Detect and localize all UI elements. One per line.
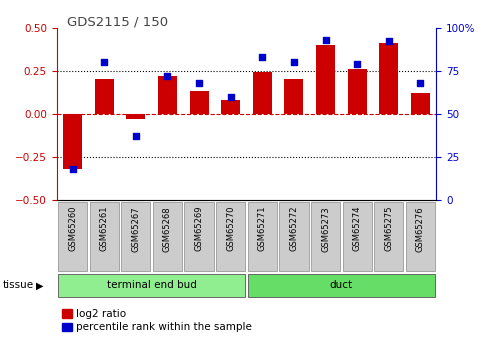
Point	[353, 61, 361, 67]
Bar	[406, 201, 435, 271]
Point	[258, 54, 266, 60]
Bar	[411, 93, 430, 114]
Bar	[95, 79, 113, 114]
Bar	[280, 201, 309, 271]
Text: GSM65267: GSM65267	[131, 206, 141, 252]
Text: GSM65275: GSM65275	[385, 206, 393, 252]
Bar	[343, 201, 372, 271]
Bar	[126, 114, 145, 119]
Point	[100, 59, 108, 65]
Bar	[189, 91, 209, 114]
Point	[417, 80, 424, 86]
Bar	[58, 274, 245, 297]
Bar	[311, 201, 340, 271]
Text: GSM65270: GSM65270	[226, 206, 235, 252]
Text: GSM65276: GSM65276	[416, 206, 425, 252]
Text: GSM65269: GSM65269	[195, 206, 204, 252]
Point	[385, 39, 393, 44]
Point	[195, 80, 203, 86]
Bar	[316, 45, 335, 114]
Bar	[221, 100, 240, 114]
Bar	[158, 76, 177, 114]
Bar	[90, 201, 119, 271]
Bar	[248, 201, 277, 271]
Bar	[248, 274, 435, 297]
Point	[132, 134, 140, 139]
Point	[164, 73, 172, 79]
Bar	[58, 201, 87, 271]
Text: duct: duct	[330, 280, 353, 290]
Text: GSM65261: GSM65261	[100, 206, 108, 252]
Bar	[184, 201, 213, 271]
Text: ▶: ▶	[35, 280, 43, 290]
Bar	[153, 201, 182, 271]
Bar	[348, 69, 367, 114]
Point	[227, 94, 235, 99]
Bar	[121, 201, 150, 271]
Bar	[216, 201, 245, 271]
Bar	[284, 79, 304, 114]
Legend: log2 ratio, percentile rank within the sample: log2 ratio, percentile rank within the s…	[62, 309, 252, 333]
Text: GSM65272: GSM65272	[289, 206, 298, 252]
Text: GDS2115 / 150: GDS2115 / 150	[67, 16, 168, 29]
Bar	[374, 201, 403, 271]
Text: terminal end bud: terminal end bud	[106, 280, 197, 290]
Text: tissue: tissue	[2, 280, 34, 290]
Text: GSM65271: GSM65271	[258, 206, 267, 252]
Bar	[253, 72, 272, 114]
Point	[290, 59, 298, 65]
Point	[321, 37, 329, 42]
Bar	[380, 43, 398, 114]
Text: GSM65274: GSM65274	[352, 206, 362, 252]
Text: GSM65260: GSM65260	[68, 206, 77, 252]
Bar	[63, 114, 82, 169]
Point	[69, 166, 76, 172]
Text: GSM65273: GSM65273	[321, 206, 330, 252]
Text: GSM65268: GSM65268	[163, 206, 172, 252]
